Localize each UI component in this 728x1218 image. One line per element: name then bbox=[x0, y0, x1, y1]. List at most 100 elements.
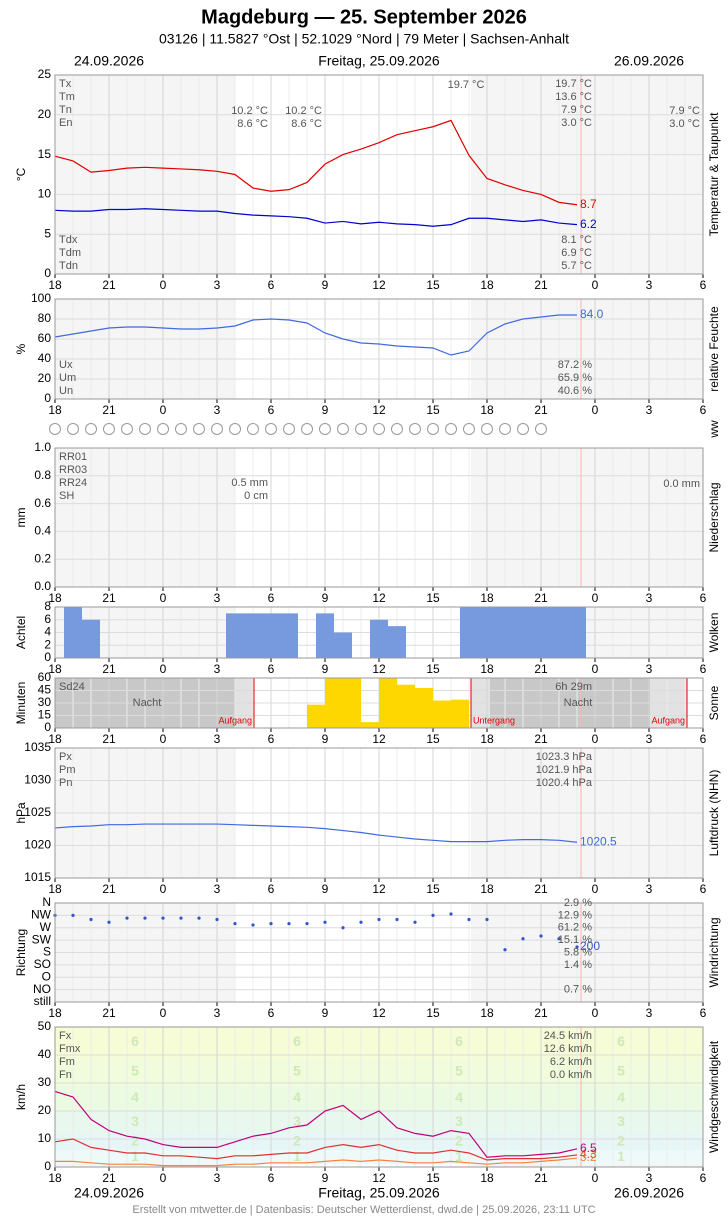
point bbox=[233, 922, 237, 926]
bar bbox=[361, 722, 379, 728]
weather-symbol bbox=[193, 423, 205, 435]
x-tick-label: 3 bbox=[214, 403, 221, 417]
stat-value: 19.7 °C bbox=[555, 78, 592, 90]
beaufort-label: 2 bbox=[455, 1133, 463, 1149]
weather-symbol bbox=[373, 423, 385, 435]
point bbox=[179, 916, 183, 920]
x-tick-label: 15 bbox=[426, 732, 440, 746]
x-tick-label: 3 bbox=[646, 278, 653, 292]
bar bbox=[550, 607, 568, 658]
y-tick-label: 40 bbox=[38, 351, 52, 365]
stat-name: Um bbox=[59, 372, 76, 384]
series-line bbox=[54, 208, 578, 227]
beaufort-label: 6 bbox=[293, 1033, 301, 1049]
x-tick-label: 18 bbox=[480, 882, 494, 896]
value-label: 6.2 bbox=[580, 217, 597, 231]
stat-name: Un bbox=[59, 385, 73, 397]
beaufort-label: 3 bbox=[131, 1113, 139, 1129]
y-tick-label: 1015 bbox=[24, 870, 51, 884]
annotation: 0.0 mm bbox=[663, 478, 700, 490]
y-tick-label: 30 bbox=[38, 695, 52, 709]
stat-name: RR24 bbox=[59, 477, 87, 489]
weather-symbol bbox=[337, 423, 349, 435]
y-tick-label: 1035 bbox=[24, 740, 51, 754]
stat-value: 6.2 km/h bbox=[550, 1056, 592, 1068]
plot-frame bbox=[54, 447, 704, 588]
x-tick-label: 15 bbox=[426, 278, 440, 292]
x-tick-label: 3 bbox=[646, 732, 653, 746]
value-label: 3.2 bbox=[580, 1150, 597, 1164]
x-tick-label: 6 bbox=[268, 591, 275, 605]
bar bbox=[379, 678, 397, 728]
point bbox=[539, 934, 543, 938]
bar bbox=[460, 607, 478, 658]
point bbox=[251, 923, 255, 927]
x-tick-label: 18 bbox=[480, 662, 494, 676]
side-label: Windgeschwindigkeit bbox=[707, 1040, 721, 1153]
x-tick-label: 3 bbox=[646, 882, 653, 896]
y-tick-label: 4 bbox=[44, 625, 51, 639]
y-tick-label: 0.2 bbox=[34, 551, 51, 565]
x-tick-label: 12 bbox=[372, 278, 386, 292]
stat-value: 13.6 °C bbox=[555, 91, 592, 103]
bar bbox=[532, 607, 550, 658]
annotation: 7.9 °C bbox=[669, 105, 700, 117]
x-tick-label: 3 bbox=[646, 403, 653, 417]
x-tick-label: 12 bbox=[372, 882, 386, 896]
x-tick-label: 3 bbox=[214, 732, 221, 746]
bar bbox=[415, 688, 433, 728]
weather-symbol bbox=[247, 423, 259, 435]
direction-share: 2.9 % bbox=[564, 897, 592, 909]
point bbox=[197, 916, 201, 920]
plot-frame bbox=[54, 74, 704, 275]
weather-symbol bbox=[265, 423, 277, 435]
x-tick-label: 21 bbox=[102, 591, 116, 605]
date-right: 26.09.2026 bbox=[614, 1185, 684, 1201]
beaufort-label: 3 bbox=[617, 1113, 625, 1129]
x-tick-label: 0 bbox=[592, 1171, 599, 1185]
point bbox=[467, 917, 471, 922]
series-line bbox=[55, 1157, 578, 1167]
x-tick-label: 3 bbox=[646, 1006, 653, 1020]
direction-share: 5.8 % bbox=[564, 946, 592, 958]
weather-symbol bbox=[409, 423, 421, 435]
y-tick-label: 20 bbox=[38, 107, 52, 121]
x-tick-label: 21 bbox=[102, 278, 116, 292]
annotation: 10.2 °C bbox=[285, 105, 322, 117]
bar bbox=[496, 607, 514, 658]
y-tick-label: 0 bbox=[44, 391, 51, 405]
stat-name: Px bbox=[59, 751, 72, 763]
y-tick-label: 1030 bbox=[24, 773, 51, 787]
x-tick-label: 3 bbox=[214, 1171, 221, 1185]
series-line bbox=[54, 314, 577, 356]
y-tick-label: 0 bbox=[44, 720, 51, 734]
point bbox=[449, 912, 453, 916]
x-tick-label: 18 bbox=[480, 1006, 494, 1020]
point bbox=[377, 917, 381, 922]
x-tick-label: 12 bbox=[372, 403, 386, 417]
stat-name: RR01 bbox=[59, 451, 87, 463]
point bbox=[161, 916, 165, 920]
x-tick-label: 15 bbox=[426, 1171, 440, 1185]
point bbox=[575, 945, 579, 949]
bar bbox=[433, 700, 451, 728]
x-tick-label: 21 bbox=[534, 278, 548, 292]
weather-symbol bbox=[391, 423, 403, 435]
beaufort-label: 5 bbox=[293, 1063, 301, 1079]
beaufort-label: 3 bbox=[293, 1113, 301, 1129]
point bbox=[431, 913, 435, 917]
point bbox=[341, 926, 345, 930]
stat-value: 0.0 km/h bbox=[550, 1069, 592, 1081]
beaufort-label: 1 bbox=[455, 1148, 463, 1164]
x-tick-label: 6 bbox=[268, 662, 275, 676]
x-tick-label: 12 bbox=[372, 1006, 386, 1020]
stat-value: 65.9 % bbox=[558, 372, 592, 384]
date-left: 24.09.2026 bbox=[74, 1185, 144, 1201]
beaufort-label: 1 bbox=[131, 1148, 139, 1164]
point bbox=[89, 917, 93, 922]
y-tick-label: still bbox=[34, 994, 51, 1008]
x-tick-label: 15 bbox=[426, 1006, 440, 1020]
x-tick-label: 18 bbox=[48, 403, 62, 417]
date-left: 24.09.2026 bbox=[74, 53, 144, 69]
point bbox=[503, 948, 507, 952]
